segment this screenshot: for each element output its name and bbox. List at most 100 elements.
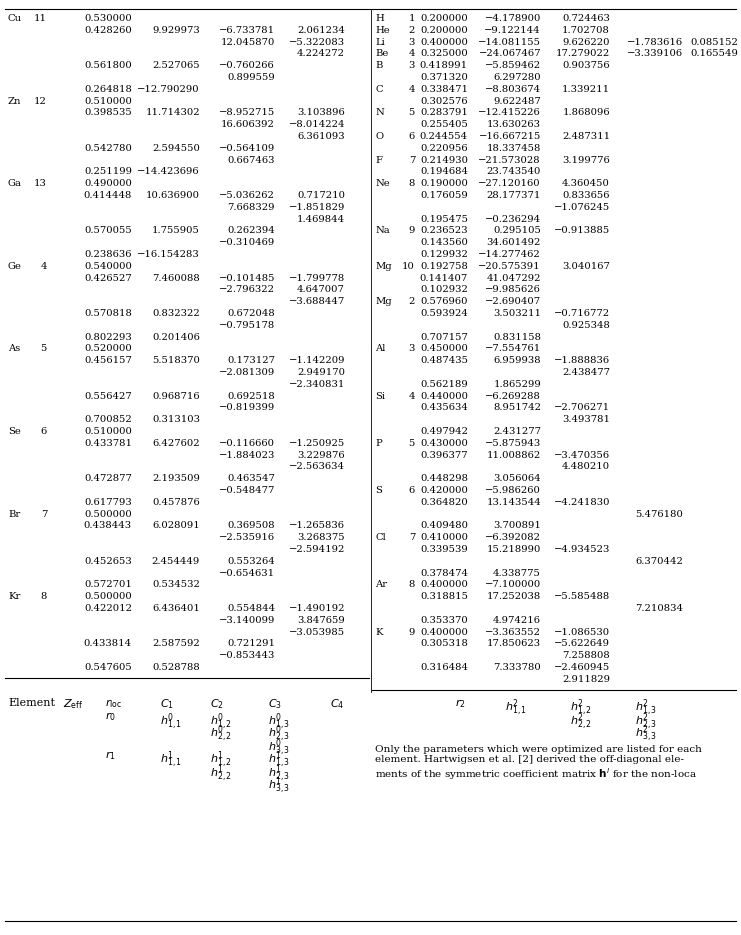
- Text: $h^0_{1,1}$: $h^0_{1,1}$: [160, 711, 182, 731]
- Text: 0.313103: 0.313103: [152, 415, 200, 424]
- Text: −16.154283: −16.154283: [137, 250, 200, 259]
- Text: −8.803674: −8.803674: [485, 85, 541, 94]
- Text: −4.178900: −4.178900: [485, 14, 541, 23]
- Text: $h^1_{2,3}$: $h^1_{2,3}$: [268, 763, 290, 784]
- Text: −2.706271: −2.706271: [554, 403, 610, 412]
- Text: −0.819399: −0.819399: [219, 403, 275, 412]
- Text: 0.176059: 0.176059: [420, 191, 468, 200]
- Text: −1.799778: −1.799778: [289, 274, 345, 282]
- Text: 7.210834: 7.210834: [635, 604, 683, 613]
- Text: 3.503211: 3.503211: [493, 309, 541, 318]
- Text: 2.949170: 2.949170: [297, 368, 345, 377]
- Text: Ga: Ga: [8, 180, 22, 188]
- Text: Ge: Ge: [8, 262, 22, 271]
- Text: −5.986260: −5.986260: [485, 486, 541, 495]
- Text: 8: 8: [41, 592, 47, 601]
- Text: 0.410000: 0.410000: [420, 533, 468, 542]
- Text: 0.338471: 0.338471: [420, 85, 468, 94]
- Text: $Z_{\rm eff}$: $Z_{\rm eff}$: [63, 698, 83, 712]
- Text: 9: 9: [408, 627, 415, 637]
- Text: 0.510000: 0.510000: [84, 427, 132, 436]
- Text: $h^0_{1,3}$: $h^0_{1,3}$: [268, 711, 290, 731]
- Text: 0.456157: 0.456157: [84, 356, 132, 366]
- Text: −21.573028: −21.573028: [479, 155, 541, 165]
- Text: 0.364820: 0.364820: [420, 497, 468, 507]
- Text: Only the parameters which were optimized are listed for each
element. Hartwigsen: Only the parameters which were optimized…: [375, 744, 702, 783]
- Text: 15.218990: 15.218990: [487, 545, 541, 554]
- Text: 0.832322: 0.832322: [152, 309, 200, 318]
- Text: 34.601492: 34.601492: [487, 238, 541, 247]
- Text: $r_0$: $r_0$: [105, 711, 116, 724]
- Text: 7: 7: [408, 155, 415, 165]
- Text: Cu: Cu: [8, 14, 22, 23]
- Text: 0.530000: 0.530000: [84, 14, 132, 23]
- Text: 0.554844: 0.554844: [227, 604, 275, 613]
- Text: 0.195475: 0.195475: [420, 215, 468, 223]
- Text: 3.229876: 3.229876: [297, 451, 345, 460]
- Text: Element: Element: [8, 698, 55, 708]
- Text: 0.534532: 0.534532: [152, 581, 200, 589]
- Text: 2.193509: 2.193509: [152, 474, 200, 483]
- Text: 2.438477: 2.438477: [562, 368, 610, 377]
- Text: 2.527065: 2.527065: [153, 61, 200, 70]
- Text: 0.398535: 0.398535: [84, 108, 132, 118]
- Text: −0.795178: −0.795178: [219, 321, 275, 330]
- Text: 0.316484: 0.316484: [420, 663, 468, 672]
- Text: 0.378474: 0.378474: [420, 568, 468, 578]
- Text: 0.500000: 0.500000: [84, 510, 132, 519]
- Text: 0.831158: 0.831158: [493, 333, 541, 341]
- Text: 0.903756: 0.903756: [562, 61, 610, 70]
- Text: 2.587592: 2.587592: [152, 640, 200, 648]
- Text: 0.369508: 0.369508: [227, 522, 275, 530]
- Text: 0.353370: 0.353370: [420, 616, 468, 625]
- Text: 6.361093: 6.361093: [297, 132, 345, 141]
- Text: −0.716772: −0.716772: [554, 309, 610, 318]
- Text: 13: 13: [34, 180, 47, 188]
- Text: 2: 2: [408, 297, 415, 306]
- Text: 18.337458: 18.337458: [487, 144, 541, 152]
- Text: 0.433814: 0.433814: [84, 640, 132, 648]
- Text: F: F: [375, 155, 382, 165]
- Text: 0.561800: 0.561800: [84, 61, 132, 70]
- Text: 0.617793: 0.617793: [84, 497, 132, 507]
- Text: 4.338775: 4.338775: [493, 568, 541, 578]
- Text: 0.200000: 0.200000: [420, 14, 468, 23]
- Text: 3.056064: 3.056064: [494, 474, 541, 483]
- Text: $C_2$: $C_2$: [210, 698, 224, 712]
- Text: 0.463547: 0.463547: [227, 474, 275, 483]
- Text: 7.333780: 7.333780: [494, 663, 541, 672]
- Text: 5: 5: [41, 344, 47, 353]
- Text: 3.268375: 3.268375: [297, 533, 345, 542]
- Text: Mg: Mg: [375, 297, 392, 306]
- Text: Li: Li: [375, 37, 385, 47]
- Text: 3: 3: [408, 61, 415, 70]
- Text: 1.865299: 1.865299: [494, 380, 541, 389]
- Text: 0.472877: 0.472877: [84, 474, 132, 483]
- Text: 4.224272: 4.224272: [297, 50, 345, 58]
- Text: $h^2_{2,3}$: $h^2_{2,3}$: [635, 711, 657, 731]
- Text: Al: Al: [375, 344, 385, 353]
- Text: 0.238636: 0.238636: [84, 250, 132, 259]
- Text: −4.241830: −4.241830: [554, 497, 610, 507]
- Text: 17.850623: 17.850623: [487, 640, 541, 648]
- Text: 0.339539: 0.339539: [420, 545, 468, 554]
- Text: $h^1_{2,2}$: $h^1_{2,2}$: [210, 763, 232, 784]
- Text: 0.283791: 0.283791: [420, 108, 468, 118]
- Text: Zn: Zn: [8, 96, 21, 106]
- Text: −1.086530: −1.086530: [554, 627, 610, 637]
- Text: 0.450000: 0.450000: [420, 344, 468, 353]
- Text: 0.593924: 0.593924: [420, 309, 468, 318]
- Text: −1.888836: −1.888836: [554, 356, 610, 366]
- Text: P: P: [375, 439, 382, 448]
- Text: −2.594192: −2.594192: [289, 545, 345, 554]
- Text: 0.194684: 0.194684: [420, 167, 468, 177]
- Text: 12.045870: 12.045870: [221, 37, 275, 47]
- Text: 0.143560: 0.143560: [420, 238, 468, 247]
- Text: 4.480210: 4.480210: [562, 463, 610, 471]
- Text: 0.487435: 0.487435: [420, 356, 468, 366]
- Text: Na: Na: [375, 226, 390, 236]
- Text: Br: Br: [8, 510, 20, 519]
- Text: 0.295105: 0.295105: [493, 226, 541, 236]
- Text: 0.418991: 0.418991: [420, 61, 468, 70]
- Text: 16.606392: 16.606392: [221, 121, 275, 129]
